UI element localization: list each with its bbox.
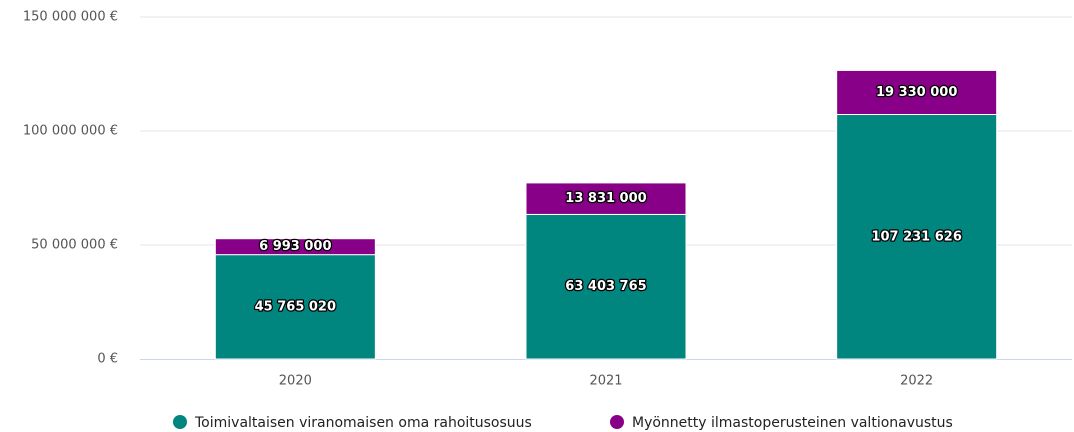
y-tick-label: 50 000 000 € bbox=[31, 238, 118, 253]
data-label: 6 993 000 bbox=[259, 239, 331, 254]
data-label: 45 765 020 bbox=[255, 299, 336, 314]
y-tick-label: 150 000 000 € bbox=[23, 10, 118, 25]
bar-segment bbox=[214, 254, 376, 360]
data-label: 63 403 765 bbox=[565, 279, 646, 294]
bar-segment bbox=[836, 114, 998, 360]
x-tick-label: 2020 bbox=[279, 374, 312, 389]
bar-segment bbox=[214, 238, 376, 256]
data-label: 13 831 000 bbox=[565, 191, 646, 206]
legend-marker bbox=[610, 415, 624, 429]
bar-segment bbox=[836, 69, 998, 116]
bar-segment bbox=[525, 213, 687, 360]
data-label: 107 231 626 bbox=[871, 229, 961, 244]
x-tick-label: 2021 bbox=[589, 374, 622, 389]
bar-segment bbox=[525, 182, 687, 215]
data-label: 19 330 000 bbox=[876, 85, 957, 100]
y-tick-label: 0 € bbox=[97, 352, 118, 367]
legend-label: Myönnetty ilmastoperusteinen valtionavus… bbox=[632, 415, 953, 431]
x-tick-label: 2022 bbox=[900, 374, 933, 389]
y-tick-label: 100 000 000 € bbox=[23, 124, 118, 139]
legend-marker bbox=[173, 415, 187, 429]
legend-label: Toimivaltaisen viranomaisen oma rahoitus… bbox=[194, 415, 532, 431]
